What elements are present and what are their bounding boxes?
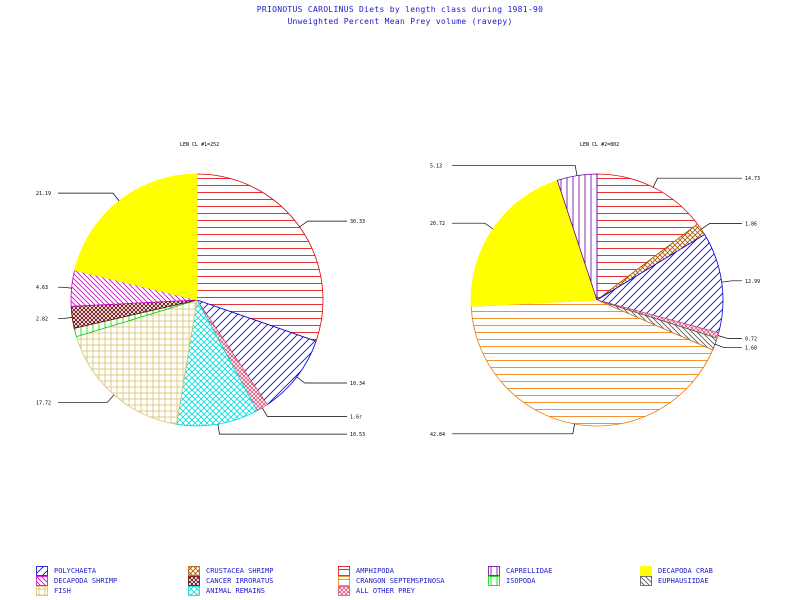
legend-item-fish: FISH <box>36 586 71 596</box>
slice-value-label: 5.13 <box>430 164 442 170</box>
pie-title: LEN CL #1=252 <box>180 142 219 148</box>
leader-line <box>58 317 73 320</box>
slice-value-label: 21.19 <box>36 191 51 197</box>
legend-label: ANIMAL REMAINS <box>206 587 266 595</box>
leader-line <box>296 376 347 384</box>
legend-item-caprellidae: CAPRELLIDAE <box>488 566 552 576</box>
leader-line <box>714 343 742 349</box>
legend-label: DECAPODA SHRIMP <box>54 577 118 585</box>
legend-swatch <box>338 576 350 586</box>
slice-value-label: 1.86 <box>745 222 757 228</box>
leader-line <box>452 423 575 435</box>
legend-item-decapoda_shrimp: DECAPODA SHRIMP <box>36 576 117 586</box>
slice-value-label: 1.60 <box>745 346 757 352</box>
pie-slice-decapoda_crab <box>74 173 198 301</box>
legend-label: CRANGON SEPTEMSPINOSA <box>356 577 445 585</box>
legend-label: AMPHIPODA <box>356 567 394 575</box>
slice-value-label: 10.34 <box>350 381 365 387</box>
leader-line <box>717 335 742 339</box>
pie-slice-amphipoda <box>596 173 699 301</box>
legend-item-crustacea_shrimp: CRUSTACEA SHRIMP <box>188 566 273 576</box>
legend-swatch <box>36 576 48 586</box>
legend-swatch <box>188 566 200 576</box>
leader-line <box>217 424 347 435</box>
legend-label: EUPHAUSIIDAE <box>658 577 709 585</box>
slice-value-label: 0.72 <box>745 336 757 342</box>
slice-value-label: 14.73 <box>745 176 760 182</box>
pie-slice-crangon <box>470 299 714 427</box>
legend-swatch <box>36 566 48 576</box>
legend-label: CAPRELLIDAE <box>506 567 553 575</box>
pie-chart-1: LEN CL #1=252 30.33 10.34 1.6r 10.53 17.72 2.8… <box>36 142 365 438</box>
leader-line <box>452 165 578 176</box>
legend-item-isopoda: ISOPODA <box>488 576 536 586</box>
slice-value-label: 10.53 <box>350 432 365 438</box>
leader-line <box>721 280 742 283</box>
leader-line <box>58 192 120 202</box>
slice-value-label: 42.84 <box>430 432 445 438</box>
chart-subtitle: Unweighted Percent Mean Prey volume (rav… <box>287 17 513 26</box>
slice-value-label: 4.63 <box>36 285 48 291</box>
leader-line <box>299 220 347 228</box>
legend-label: ALL OTHER PREY <box>356 587 416 595</box>
legend-swatch <box>338 566 350 576</box>
legend-swatch <box>338 586 350 596</box>
legend-swatch <box>36 586 48 596</box>
slice-value-label: 2.82 <box>36 317 48 323</box>
legend-item-polychaeta: POLYCHAETA <box>36 566 96 576</box>
pie-slice-caprellidae <box>556 173 598 301</box>
legend-label: CRUSTACEA SHRIMP <box>206 567 274 575</box>
legend-swatch <box>488 576 500 586</box>
legend-label: CANCER IRRORATUS <box>206 577 274 585</box>
leader-line <box>652 177 742 188</box>
leader-line <box>701 223 742 230</box>
legend-item-cancer_irroratus: CANCER IRRORATUS <box>188 576 273 586</box>
slice-value-label: 30.33 <box>350 219 365 225</box>
slice-value-label: 1.6r <box>350 414 362 420</box>
legend-label: FISH <box>54 587 71 595</box>
legend-label: POLYCHAETA <box>54 567 97 575</box>
legend-swatch <box>188 576 200 586</box>
chart-title: PRIONOTUS CAROLINUS Diets by length clas… <box>256 5 544 14</box>
legend-item-animal_remains: ANIMAL REMAINS <box>188 586 265 596</box>
leader-line <box>58 286 72 289</box>
legend-label: DECAPODA CRAB <box>658 567 713 575</box>
legend-item-amphipoda: AMPHIPODA <box>338 566 394 576</box>
leader-line <box>261 407 347 417</box>
leader-line <box>452 222 494 230</box>
slice-value-label: 17.72 <box>36 400 51 406</box>
legend-item-decapoda_crab: DECAPODA CRAB <box>640 566 713 576</box>
slice-value-label: 20.72 <box>430 221 445 227</box>
legend-item-all_other_prey: ALL OTHER PREY <box>338 586 415 596</box>
leader-line <box>58 394 115 403</box>
pie-title: LEN CL #2=802 <box>580 142 619 148</box>
pie-slice-fish <box>75 299 198 425</box>
slice-value-label: 12.99 <box>745 279 760 285</box>
pie-chart-2: LEN CL #2=802 14.73 1.86 12.99 0.72 1.60 42.84… <box>430 142 760 438</box>
legend-item-crangon: CRANGON SEPTEMSPINOSA <box>338 576 445 586</box>
legend-swatch <box>640 566 652 576</box>
pie-slice-polychaeta <box>196 299 317 406</box>
legend-swatch <box>640 576 652 586</box>
legend-label: ISOPODA <box>506 577 536 585</box>
pie-slice-animal_remains <box>176 298 258 427</box>
legend-swatch <box>488 566 500 576</box>
legend-swatch <box>188 586 200 596</box>
legend-item-euphausiidae: EUPHAUSIIDAE <box>640 576 709 586</box>
